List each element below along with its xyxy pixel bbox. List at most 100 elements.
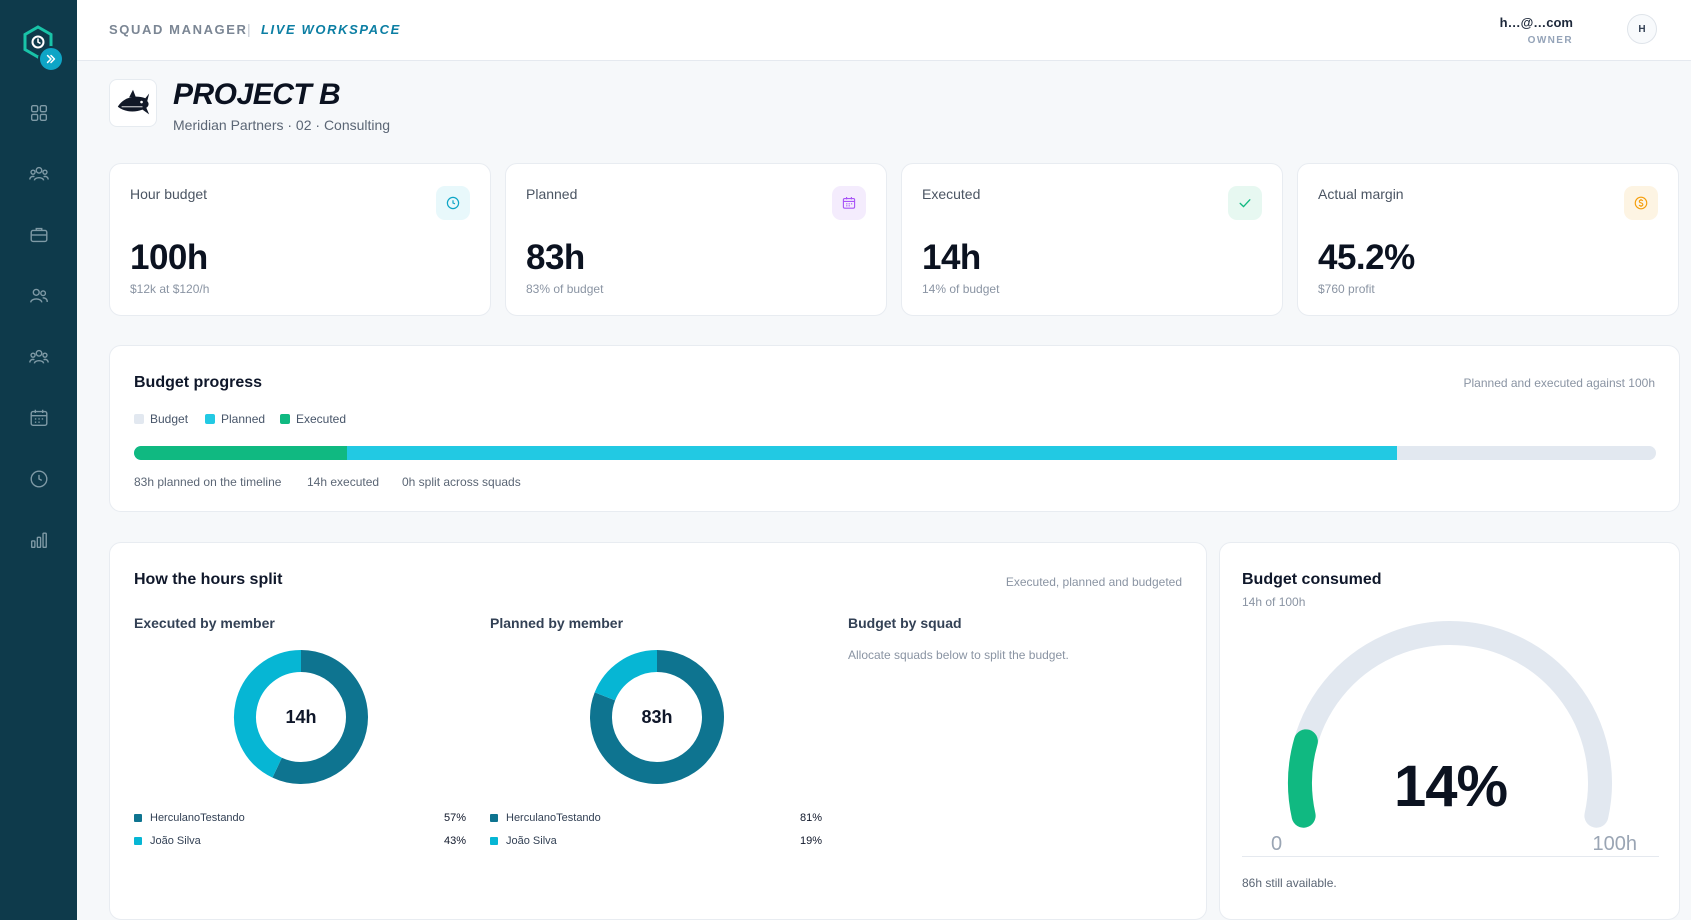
budget-available-note: 86h still available.: [1242, 876, 1337, 890]
executed-progress-fill: [134, 446, 348, 460]
kpi-value: 45.2%: [1318, 238, 1415, 277]
kpi-value: 100h: [130, 238, 208, 277]
executed-donut-chart: [234, 650, 368, 784]
legend-swatch: [134, 837, 142, 845]
member-name: João Silva: [506, 835, 557, 847]
legend-row-member: João Silva: [490, 835, 557, 847]
planned-by-member-title: Planned by member: [490, 615, 624, 631]
members-icon: [29, 288, 48, 303]
member-name: HerculanoTestando: [150, 812, 245, 824]
budget-progress-title: Budget progress: [134, 374, 263, 391]
legend-row-member: João Silva: [134, 835, 201, 847]
dollar-icon: [1624, 186, 1658, 220]
member-percent: 19%: [799, 835, 822, 847]
budget-progress-track: [134, 446, 1656, 460]
planned-donut-chart: [590, 650, 724, 784]
user-email: h…@…com: [1499, 15, 1573, 30]
divider: [1242, 856, 1659, 857]
member-percent: 43%: [443, 835, 466, 847]
sidebar-item-teams[interactable]: [0, 337, 77, 377]
budget-progress-subtitle: Planned and executed against 100h: [1463, 376, 1656, 390]
sidebar-item-squads[interactable]: [0, 154, 77, 194]
legend-swatch: [490, 837, 498, 845]
kpi-note: 14% of budget: [922, 282, 1000, 296]
project-title: PROJECT B: [173, 78, 341, 111]
kpi-card-hour-budget: Hour budget 100h $12k at $120/h: [109, 163, 491, 316]
legend-label: Planned: [221, 412, 266, 426]
donut-slice-joao: [594, 650, 658, 701]
briefcase-icon: [30, 227, 47, 243]
kpi-label: Actual margin: [1318, 186, 1404, 202]
kpi-card-planned: Planned 83h 83% of budget: [505, 163, 887, 316]
shark-logo-icon: [117, 89, 150, 115]
legend-swatch: [205, 414, 215, 424]
member-percent: 57%: [443, 812, 466, 824]
teams-icon: [28, 349, 49, 364]
gauge-fill: [1288, 729, 1318, 828]
legend-item-planned: Planned: [205, 412, 265, 426]
bar-chart-icon: [30, 532, 47, 549]
legend-row-member: HerculanoTestando: [134, 812, 245, 824]
kpi-label: Hour budget: [130, 186, 208, 202]
gauge-max-label: 100h: [1592, 833, 1638, 855]
kpi-label: Executed: [922, 186, 981, 202]
expand-sidebar-button[interactable]: [38, 46, 64, 72]
legend-label: Executed: [296, 412, 347, 426]
legend-swatch: [490, 814, 498, 822]
sidebar-item-calendar[interactable]: [0, 398, 77, 438]
budget-consumed-title: Budget consumed: [1242, 571, 1382, 588]
kpi-value: 14h: [922, 238, 981, 277]
project-logo: [109, 79, 157, 127]
sidebar-item-timesheets[interactable]: [0, 459, 77, 499]
sidebar-item-members[interactable]: [0, 276, 77, 316]
member-name: João Silva: [150, 835, 201, 847]
donut-slice-herculano: [590, 650, 724, 784]
executed-by-member-title: Executed by member: [134, 615, 275, 631]
gauge-percent: 14%: [1393, 754, 1508, 819]
budget-by-squad-note: Allocate squads below to split the budge…: [848, 648, 1069, 662]
dashboard-grid-icon: [30, 104, 47, 122]
gauge-min-label: 0: [1271, 833, 1283, 855]
kpi-card-executed: Executed 14h 14% of budget: [901, 163, 1283, 316]
donut-slice-joao: [234, 650, 302, 778]
budget-consumed-subtitle: 14h of 100h: [1242, 595, 1306, 609]
legend-item-executed: Executed: [280, 412, 346, 426]
executed-donut-center: 14h: [285, 706, 317, 727]
clock-icon: [30, 470, 47, 488]
kpi-label: Planned: [526, 186, 578, 202]
brand-separator: |: [247, 21, 251, 37]
sidebar-item-reports[interactable]: [0, 520, 77, 560]
calendar-icon: [832, 186, 866, 220]
sidebar-item-dashboard[interactable]: [0, 93, 77, 133]
user-role: OWNER: [1527, 35, 1573, 46]
brand-label: SQUAD MANAGER: [109, 22, 248, 37]
budget-by-squad-title: Budget by squad: [848, 615, 962, 631]
donut-slice-herculano: [272, 650, 368, 784]
squads-icon: [28, 166, 49, 181]
calendar-icon: [30, 409, 47, 427]
budget-gauge-chart: [1288, 621, 1612, 828]
hours-split-card: How the hours split Executed, planned an…: [109, 542, 1207, 920]
kpi-note: $760 profit: [1318, 282, 1375, 296]
budget-progress-card: Budget progress Planned and executed aga…: [109, 345, 1680, 512]
user-avatar[interactable]: H: [1627, 14, 1657, 44]
kpi-note: 83% of budget: [526, 282, 604, 296]
planned-donut-center: 83h: [641, 706, 673, 727]
workspace-label: LIVE WORKSPACE: [261, 22, 401, 37]
check-icon: [1228, 186, 1262, 220]
stat-executed: 14h executed: [307, 475, 380, 489]
legend-swatch: [280, 414, 290, 424]
planned-progress-fill: [134, 446, 1398, 460]
chevrons-right-icon: [46, 54, 56, 64]
stat-squads: 0h split across squads: [402, 475, 521, 489]
hours-split-title: How the hours split: [134, 571, 283, 588]
budget-consumed-card: Budget consumed 14h of 100h 14% 0 100h 8…: [1219, 542, 1680, 920]
project-subtitle: Meridian Partners · 02 · Consulting: [173, 117, 391, 133]
stat-planned: 83h planned on the timeline: [134, 475, 282, 489]
sidebar-item-projects[interactable]: [0, 215, 77, 255]
clock-icon: [436, 186, 470, 220]
kpi-note: $12k at $120/h: [130, 282, 210, 296]
sidebar: [0, 0, 77, 920]
hours-split-subtitle: Executed, planned and budgeted: [1005, 575, 1182, 589]
kpi-card-actual-margin: Actual margin 45.2% $760 profit: [1297, 163, 1679, 316]
